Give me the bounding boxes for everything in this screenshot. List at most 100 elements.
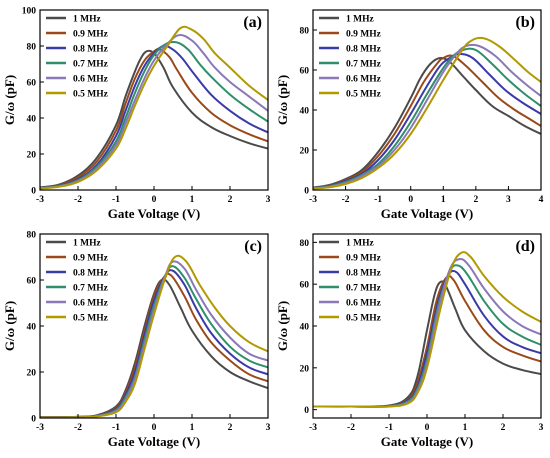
series-group xyxy=(313,251,541,408)
y-tick-label: 0 xyxy=(31,187,36,197)
legend-label: 1 MHz xyxy=(346,239,374,249)
panel-label: (b) xyxy=(515,14,535,31)
series-line-4 xyxy=(40,34,268,190)
x-tick-label: -3 xyxy=(36,423,44,433)
x-tick-label: -2 xyxy=(342,195,350,205)
y-tick-label: 0 xyxy=(304,187,309,197)
y-tick-label: 80 xyxy=(300,27,310,37)
legend-label: 0.7 MHz xyxy=(73,284,109,294)
x-tick-label: -1 xyxy=(385,423,393,433)
series-line-5 xyxy=(313,36,541,190)
legend-label: 0.5 MHz xyxy=(346,314,382,324)
x-tick-label: 4 xyxy=(539,195,544,205)
x-tick-label: 0 xyxy=(152,423,157,433)
x-axis-label: Gate Voltage (V) xyxy=(108,434,200,449)
y-axis-label: G/ω (pF) xyxy=(275,75,290,125)
series-group xyxy=(40,254,268,418)
legend-label: 0.9 MHz xyxy=(73,30,109,40)
x-tick-label: 1 xyxy=(190,423,195,433)
x-axis-label: Gate Voltage (V) xyxy=(108,206,200,221)
x-tick-label: 0 xyxy=(152,195,157,205)
legend-label: 0.9 MHz xyxy=(346,254,382,264)
legend-label: 0.8 MHz xyxy=(73,45,109,55)
series-line-1 xyxy=(313,274,541,408)
x-axis-label: Gate Voltage (V) xyxy=(381,434,473,449)
y-tick-label: 80 xyxy=(300,239,310,249)
x-tick-label: -2 xyxy=(74,195,82,205)
panel-label: (a) xyxy=(243,14,262,31)
x-tick-label: -3 xyxy=(309,423,317,433)
legend: 1 MHz 0.9 MHz 0.8 MHz 0.7 MHz 0.6 MHz 0.5 MHz xyxy=(319,15,382,100)
y-tick-label: 20 xyxy=(300,147,310,157)
panel-label: (d) xyxy=(515,238,535,255)
y-tick-label: 60 xyxy=(27,277,37,287)
legend-label: 0.6 MHz xyxy=(346,299,382,309)
x-tick-label: 0 xyxy=(425,423,430,433)
legend-label: 1 MHz xyxy=(73,15,101,25)
legend-label: 0.7 MHz xyxy=(73,60,109,70)
legend-label: 0.5 MHz xyxy=(346,90,382,100)
legend-label: 0.9 MHz xyxy=(73,254,109,264)
y-tick-label: 40 xyxy=(27,323,37,333)
series-line-1 xyxy=(40,272,268,418)
x-tick-label: 3 xyxy=(539,423,544,433)
series-line-0 xyxy=(313,56,541,189)
y-tick-label: 40 xyxy=(300,323,310,333)
panel-2: -3 -2 -1 0 1 2 3 0 20 40 60 80 Gate Voltage (V) G/ω (… xyxy=(2,231,271,450)
series-line-5 xyxy=(313,251,541,408)
plot-frame xyxy=(312,9,542,191)
legend: 1 MHz 0.9 MHz 0.8 MHz 0.7 MHz 0.6 MHz 0.5 MHz xyxy=(46,15,109,100)
y-tick-label: 80 xyxy=(27,231,37,241)
legend-label: 0.7 MHz xyxy=(346,284,382,294)
y-tick-label: 60 xyxy=(27,79,37,89)
series-line-5 xyxy=(40,254,268,418)
legend-label: 0.6 MHz xyxy=(73,299,109,309)
legend-label: 0.8 MHz xyxy=(346,269,382,279)
legend: 1 MHz 0.9 MHz 0.8 MHz 0.7 MHz 0.6 MHz 0.5 MHz xyxy=(46,239,109,324)
x-axis-label: Gate Voltage (V) xyxy=(381,206,473,221)
panel-3: -3 -2 -1 0 1 2 3 0 20 40 60 80 Gate Voltage (V) G/ω (… xyxy=(275,233,544,449)
y-axis-label: G/ω (pF) xyxy=(2,75,17,125)
legend-label: 0.8 MHz xyxy=(346,45,382,55)
y-tick-label: 40 xyxy=(27,115,37,125)
x-tick-label: -3 xyxy=(309,195,317,205)
x-tick-label: -1 xyxy=(112,195,120,205)
y-tick-label: 40 xyxy=(300,107,310,117)
legend-label: 1 MHz xyxy=(73,239,101,249)
y-tick-label: 100 xyxy=(22,7,37,17)
x-tick-label: 3 xyxy=(266,423,271,433)
series-group xyxy=(313,36,541,190)
x-tick-label: 3 xyxy=(266,195,271,205)
y-axis-label: G/ω (pF) xyxy=(275,301,290,351)
x-tick-label: -1 xyxy=(374,195,382,205)
x-tick-label: -2 xyxy=(347,423,355,433)
y-tick-label: 20 xyxy=(27,151,37,161)
legend-label: 0.6 MHz xyxy=(73,75,109,85)
legend-label: 0.5 MHz xyxy=(73,314,109,324)
x-tick-label: 3 xyxy=(506,195,511,205)
y-tick-label: 20 xyxy=(27,369,37,379)
y-tick-label: 0 xyxy=(304,406,309,416)
panel-label: (c) xyxy=(244,238,262,255)
x-tick-label: 1 xyxy=(463,423,468,433)
x-tick-label: -3 xyxy=(36,195,44,205)
x-tick-label: 2 xyxy=(473,195,478,205)
x-tick-label: 1 xyxy=(441,195,446,205)
x-tick-label: 0 xyxy=(408,195,413,205)
x-tick-label: 1 xyxy=(190,195,195,205)
series-line-5 xyxy=(40,25,268,190)
panel-0: -3 -2 -1 0 1 2 3 0 20 40 60 80 100 Gate Voltage (V) G/… xyxy=(2,7,271,222)
x-tick-label: -1 xyxy=(112,423,120,433)
series-line-1 xyxy=(313,54,541,189)
legend: 1 MHz 0.9 MHz 0.8 MHz 0.7 MHz 0.6 MHz 0.5 MHz xyxy=(319,239,382,324)
x-tick-label: 2 xyxy=(228,423,233,433)
y-tick-label: 20 xyxy=(300,364,310,374)
legend-label: 0.9 MHz xyxy=(346,30,382,40)
y-axis-label: G/ω (pF) xyxy=(2,301,17,351)
x-tick-label: -2 xyxy=(74,423,82,433)
x-tick-label: 2 xyxy=(228,195,233,205)
series-line-0 xyxy=(40,49,268,189)
series-line-4 xyxy=(313,43,541,190)
